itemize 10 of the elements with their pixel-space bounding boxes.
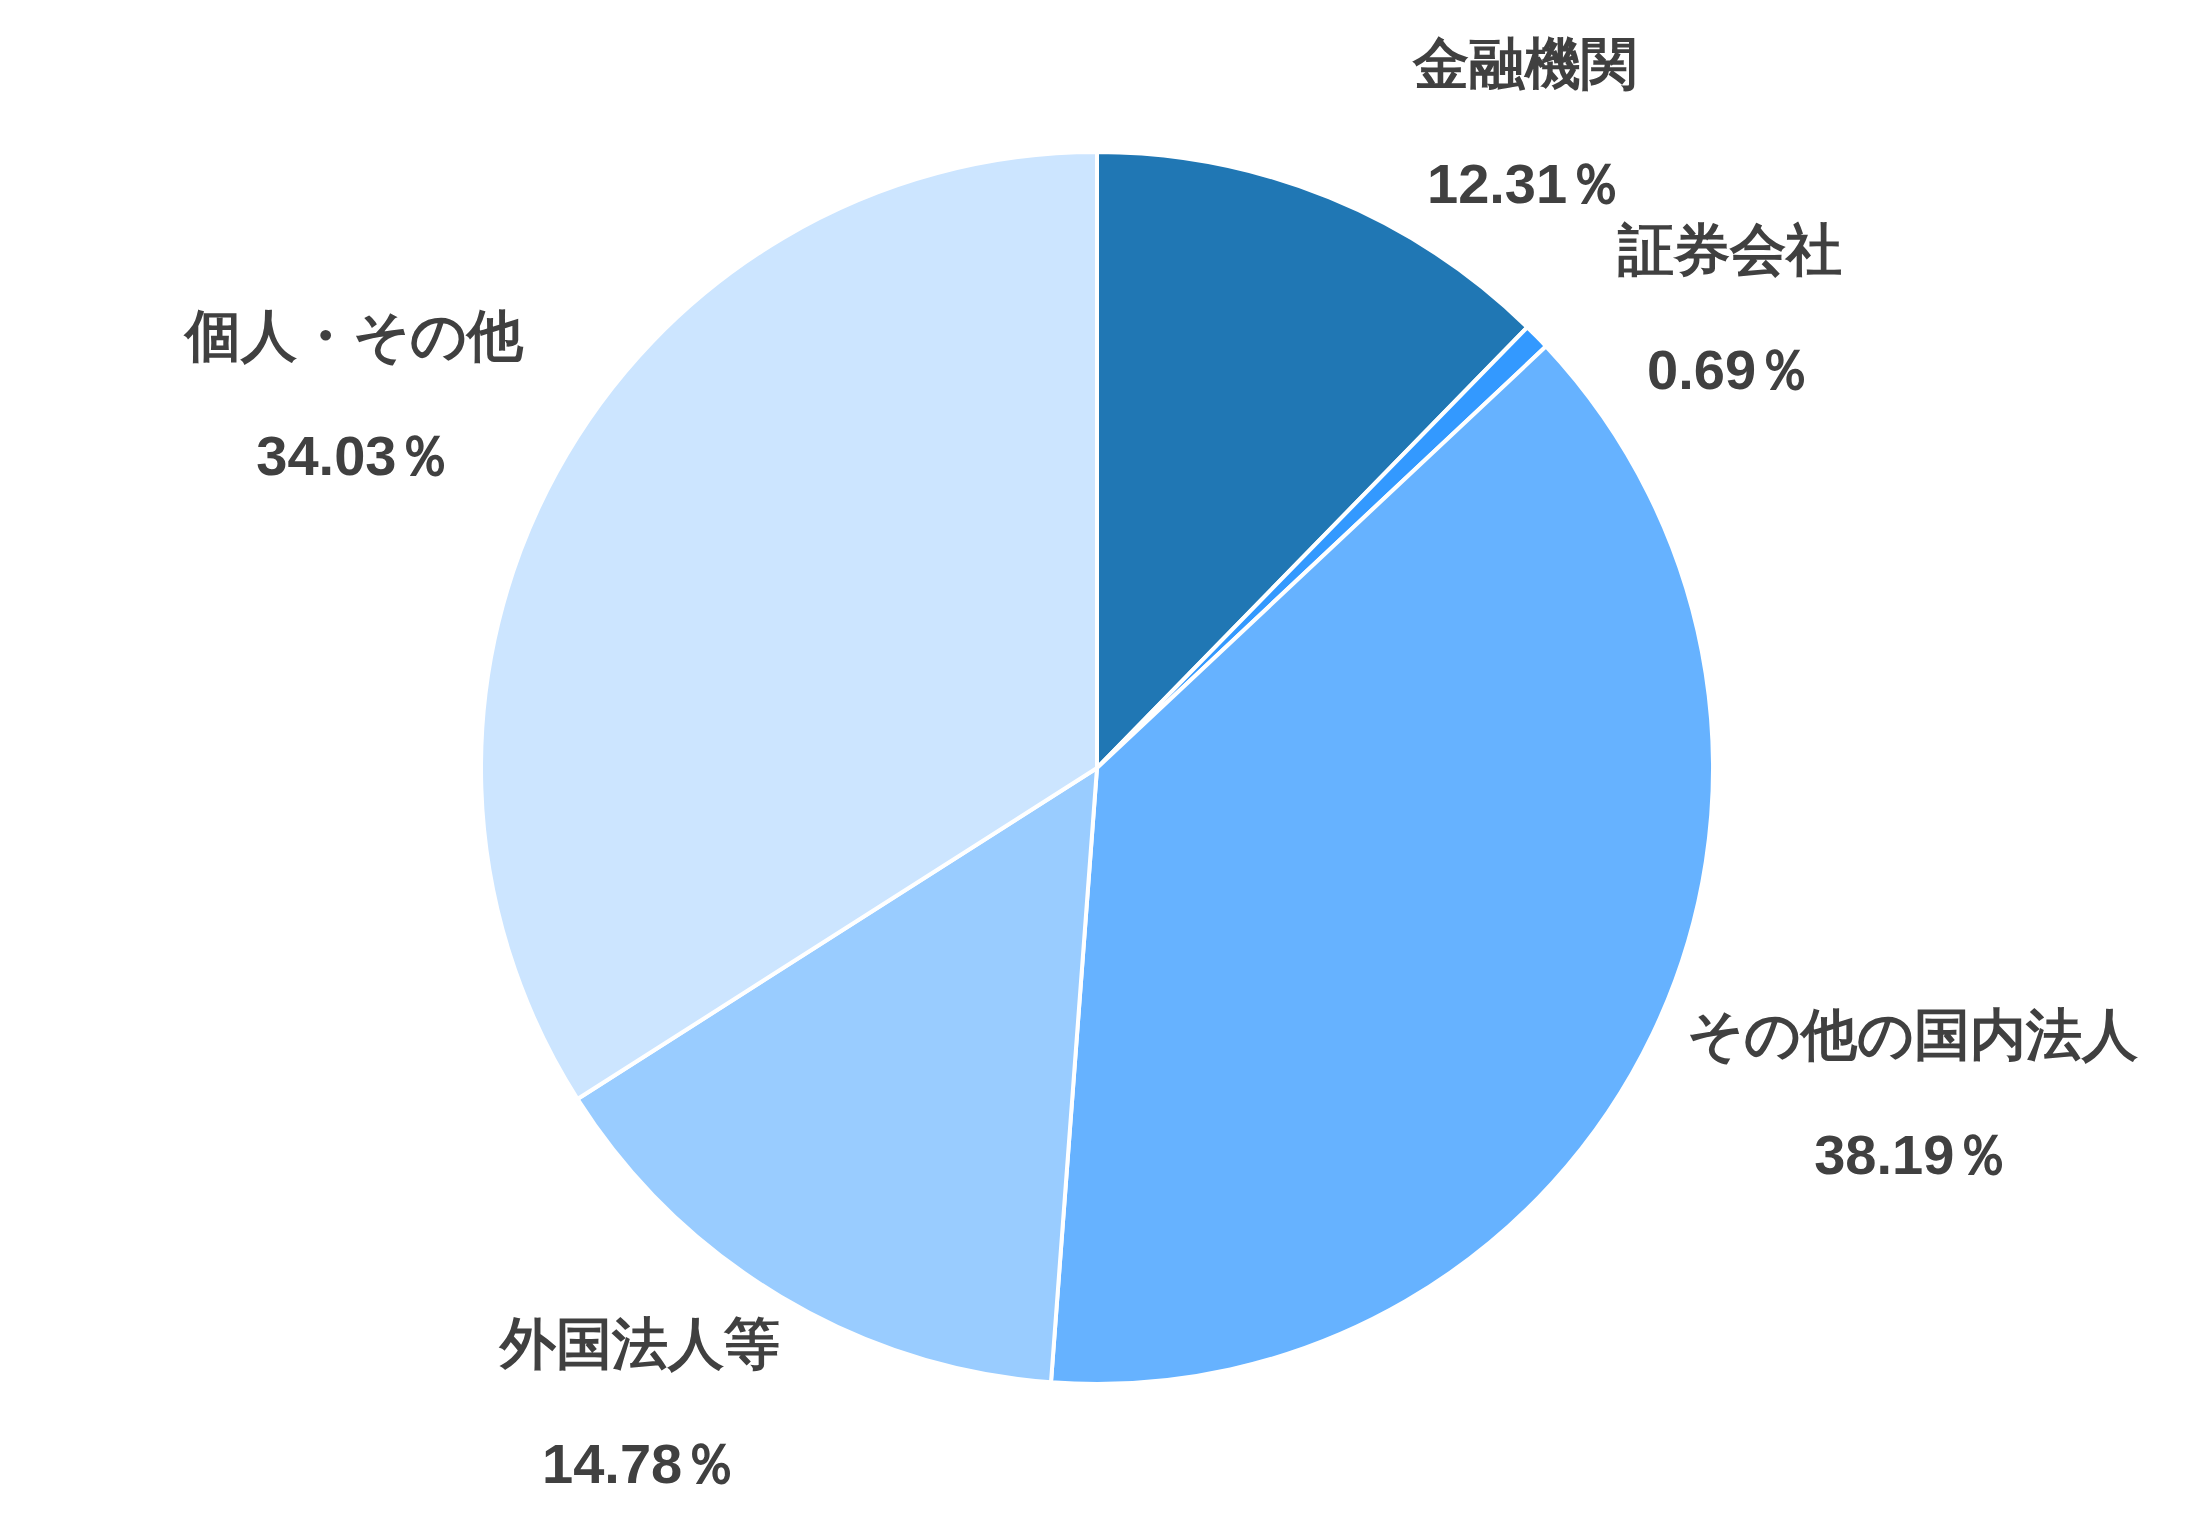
data-label: 14.78％ [542,1432,739,1496]
data-label: 38.19％ [1814,1122,2011,1186]
slice-label: その他の国内法人 [1686,1002,2138,1066]
slice-label: 個人・その他 [183,304,525,368]
data-label: 34.03％ [256,424,453,488]
slice-label: 証券会社 [1616,218,1842,282]
data-label: 0.69％ [1647,338,1813,402]
data-label: 12.31％ [1427,152,1624,216]
slice-label: 外国法人等 [498,1312,781,1376]
slice-label: 金融機関 [1412,32,1638,96]
